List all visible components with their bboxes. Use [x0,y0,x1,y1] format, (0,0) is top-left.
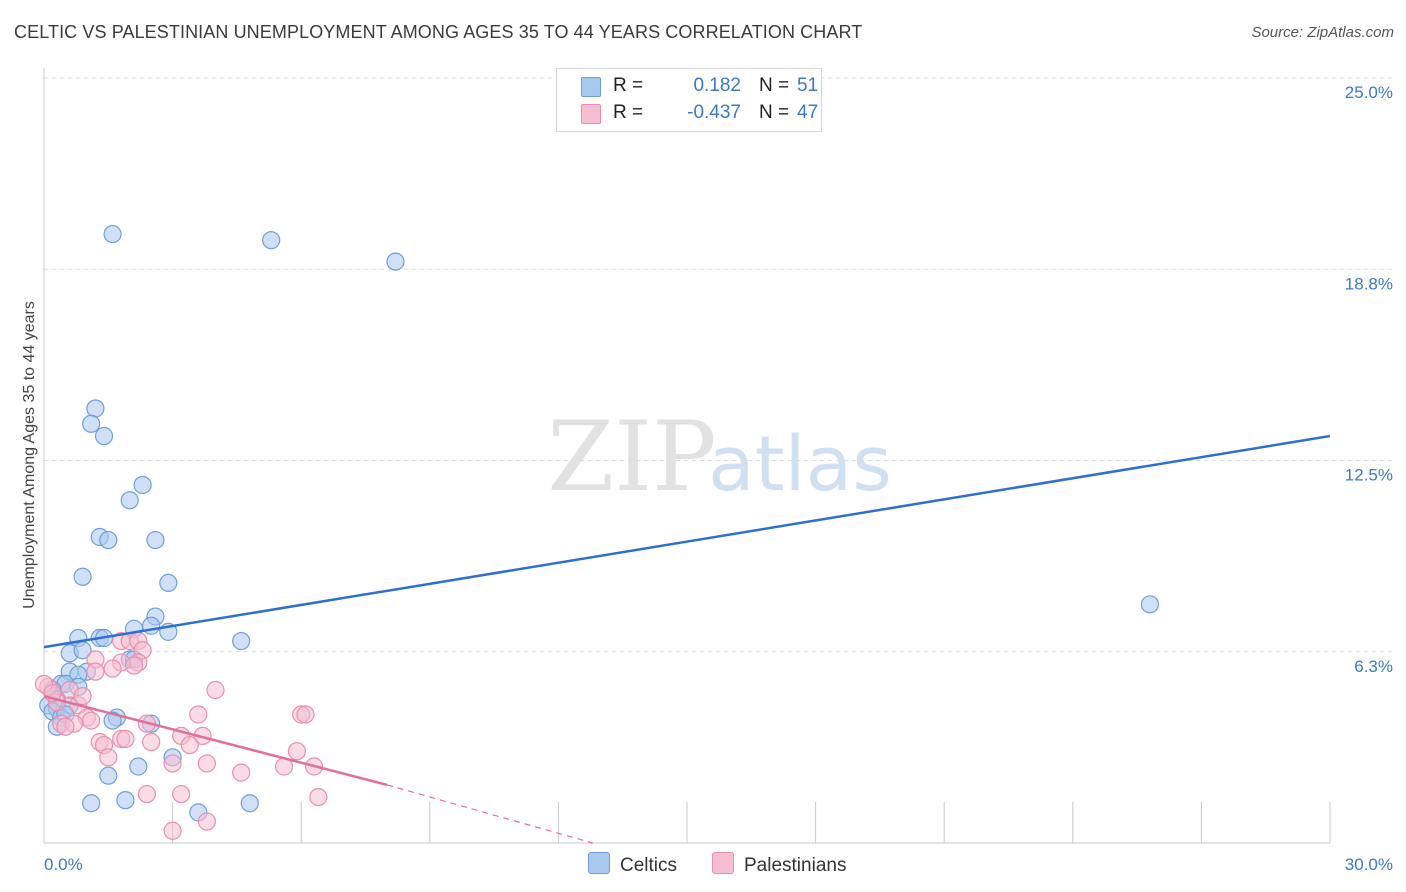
celtics-point [86,399,105,418]
celtics-point [232,631,251,651]
celtics-point [240,794,259,813]
data-points [34,224,1160,840]
celtics-point [103,224,122,244]
x-tick-label: 30.0% [1345,855,1393,874]
y-tick-label: 25.0% [1345,83,1393,102]
palestinians-point [172,784,191,804]
r-value-palestinians: -0.437 [687,102,741,123]
y-tick-label: 18.8% [1345,274,1393,293]
palestinians-point [197,754,216,773]
celtics-point [94,426,114,446]
palestinians-point [309,787,328,807]
trend-lines [43,434,1331,844]
palestinians-point [99,748,118,767]
legend-swatch-palestinians [581,104,601,124]
legend-label-palestinians: Palestinians [744,855,847,876]
celtics-point [386,252,405,271]
legend-label-celtics: Celtics [620,855,678,876]
palestinians-point [163,821,182,840]
y-tick-label: 6.3% [1354,657,1393,676]
palestinians-point [116,729,135,749]
palestinians-point [180,735,199,755]
palestinians-point [163,754,182,773]
legend-swatch-celtics [581,77,601,97]
celtics-point [262,231,281,250]
celtics-point [103,711,122,730]
celtics-point [82,794,101,813]
palestinians-point [86,662,105,681]
celtics-point [116,791,135,810]
celtics-point [1140,595,1160,614]
palestinians-point [206,680,225,700]
palestinians-point [296,705,315,724]
y-tick-label: 12.5% [1345,466,1393,485]
watermark: ZIP atlas [547,401,891,513]
celtics-point [99,766,118,785]
palestinians-point [56,717,75,736]
legend-swatch-celtics [588,852,610,874]
palestinians-point [124,656,144,675]
grid [44,77,1392,653]
watermark-zip: ZIP [547,401,716,513]
r-label: R = [613,75,644,96]
bottom-legend-palestinians[interactable]: Palestinians [712,852,846,877]
palestinians-point [137,784,156,804]
palestinians-point [82,711,101,730]
palestinians-point [189,705,208,724]
celtics-point [82,414,101,433]
source-label: Source: ZipAtlas.com [1251,24,1394,41]
palestinians-trend-line [43,694,388,787]
celtics-point [159,573,178,593]
x-tick-label: 0.0% [44,855,83,874]
celtics-point [99,530,118,550]
watermark-atlas: atlas [708,419,892,508]
palestinians-point [142,732,161,752]
r-label: R = [613,102,644,123]
correlation-legend: R = 0.182 N = 51 R = -0.437 N = 47 [556,68,822,132]
chart-title: CELTIC VS PALESTINIAN UNEMPLOYMENT AMONG… [14,22,863,42]
n-label: N = [759,75,790,96]
palestinians-point [197,812,216,831]
palestinians-trend-extension [386,784,593,844]
bottom-legend-celtics[interactable]: Celtics [588,852,677,877]
celtics-point [146,530,165,550]
celtics-trend-line [43,434,1331,649]
r-value-celtics: 0.182 [693,75,741,96]
palestinians-point [287,742,307,761]
axes [43,68,1331,844]
legend-swatch-palestinians [712,852,734,874]
celtics-point [129,757,148,776]
n-value-palestinians: 47 [797,102,819,123]
tick-labels: 25.0% 18.8% 12.5% 6.3% 0.0% 30.0% [44,83,1393,874]
n-label: N = [759,102,790,123]
celtics-point [120,491,139,510]
palestinians-point [103,659,122,678]
palestinians-point [73,687,92,706]
palestinians-point [232,763,251,782]
n-value-celtics: 51 [797,75,819,96]
celtics-point [73,567,92,586]
celtics-point [133,475,152,495]
